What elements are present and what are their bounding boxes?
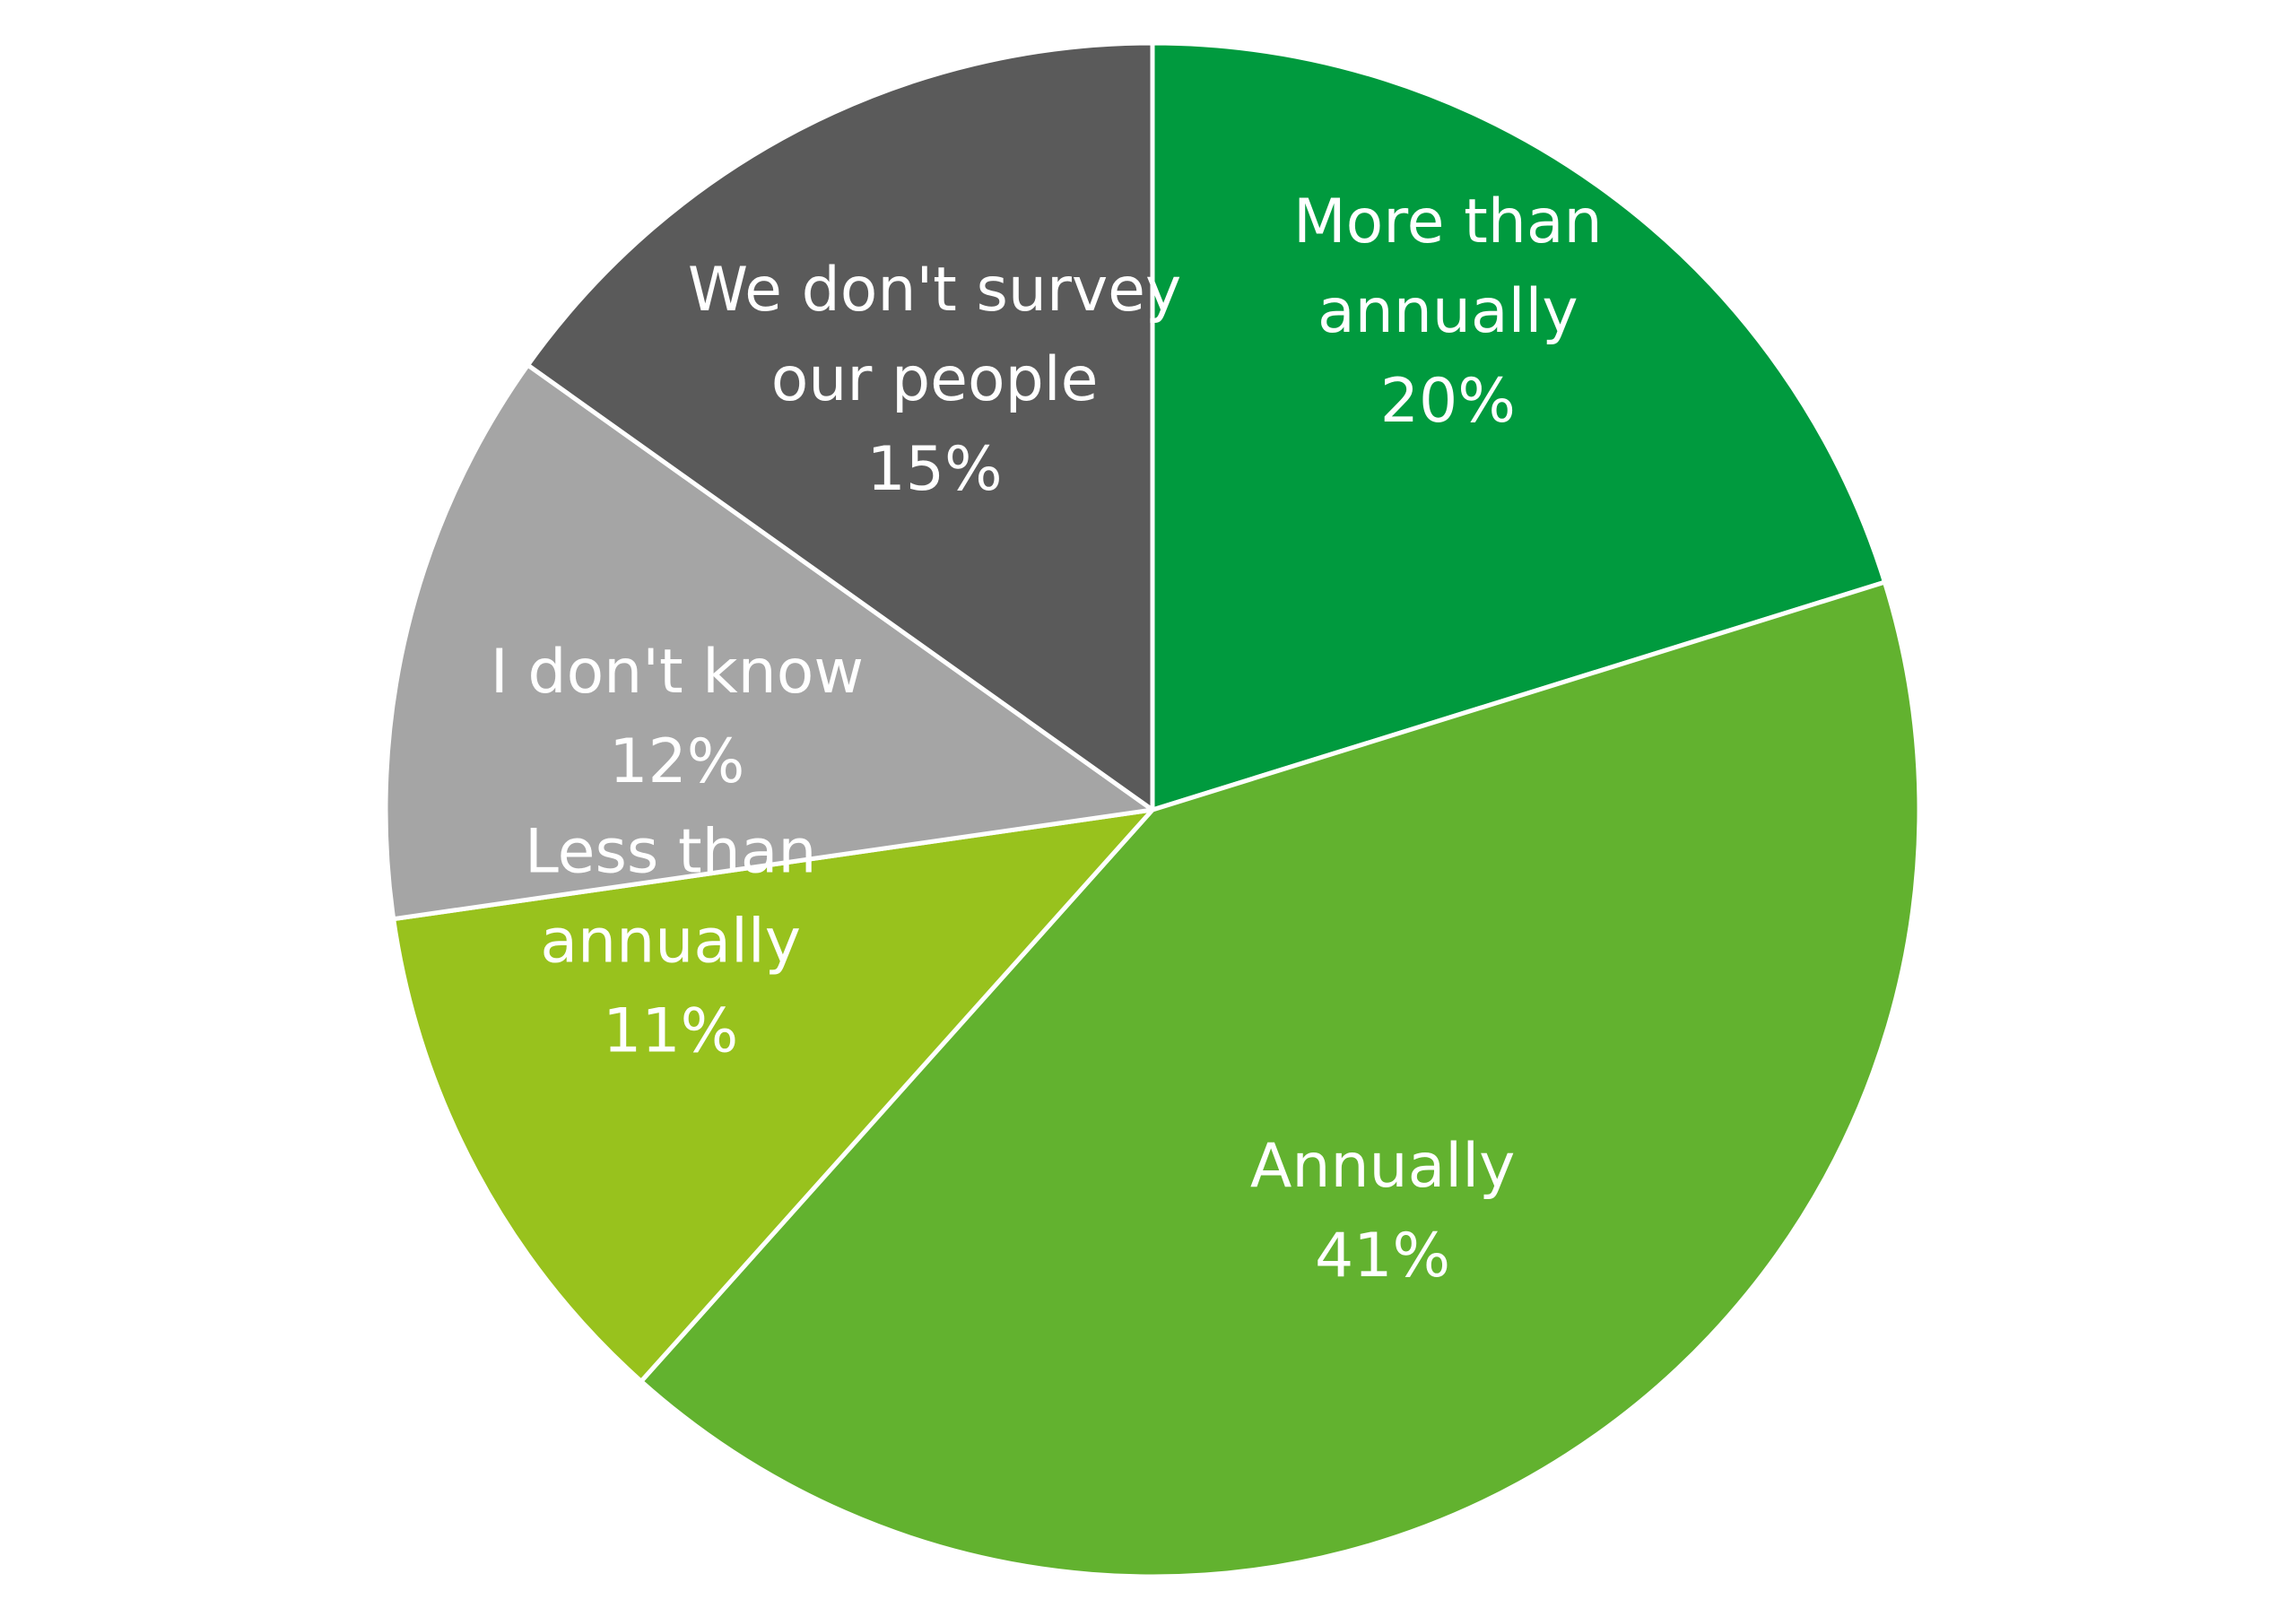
pie-slice: [526, 40, 1155, 813]
pie-slice-label: More than annually 20%: [1293, 187, 1603, 437]
pie-slice-value: 20%: [1380, 366, 1516, 437]
pie-slice-category: More than: [1293, 187, 1603, 257]
pie-slice-label: We don't survey our people 15%: [688, 255, 1181, 505]
pie-slice-category: annually: [540, 906, 801, 977]
pie-slice-label: Annually 41%: [1250, 1131, 1516, 1291]
pie-slice-value: 15%: [867, 434, 1003, 505]
pie-slice: [383, 362, 1155, 922]
pie-slice-value: 12%: [609, 726, 744, 797]
pie-data-labels: More than annually 20% Annually 41% Less than…: [491, 187, 1603, 1291]
pie-slice-category: We don't survey: [688, 255, 1181, 326]
pie-slice-label: Less than annually 11%: [525, 816, 817, 1066]
pie-slice-value: 11%: [603, 995, 738, 1066]
pie-slice-label: I don't know 12%: [491, 637, 864, 797]
pie-slice: [1150, 40, 1887, 813]
pie-slices: [383, 40, 1922, 1579]
pie-slice-category: Less than: [525, 816, 817, 887]
pie-slice: [639, 579, 1922, 1579]
pie-slice-category: I don't know: [491, 637, 864, 708]
pie-slice-category: Annually: [1250, 1131, 1516, 1202]
pie-slice: [391, 807, 1155, 1384]
pie-slice-category: annually: [1318, 276, 1578, 347]
pie-slice-category: our people: [771, 344, 1099, 415]
pie-slice-value: 41%: [1315, 1221, 1450, 1291]
